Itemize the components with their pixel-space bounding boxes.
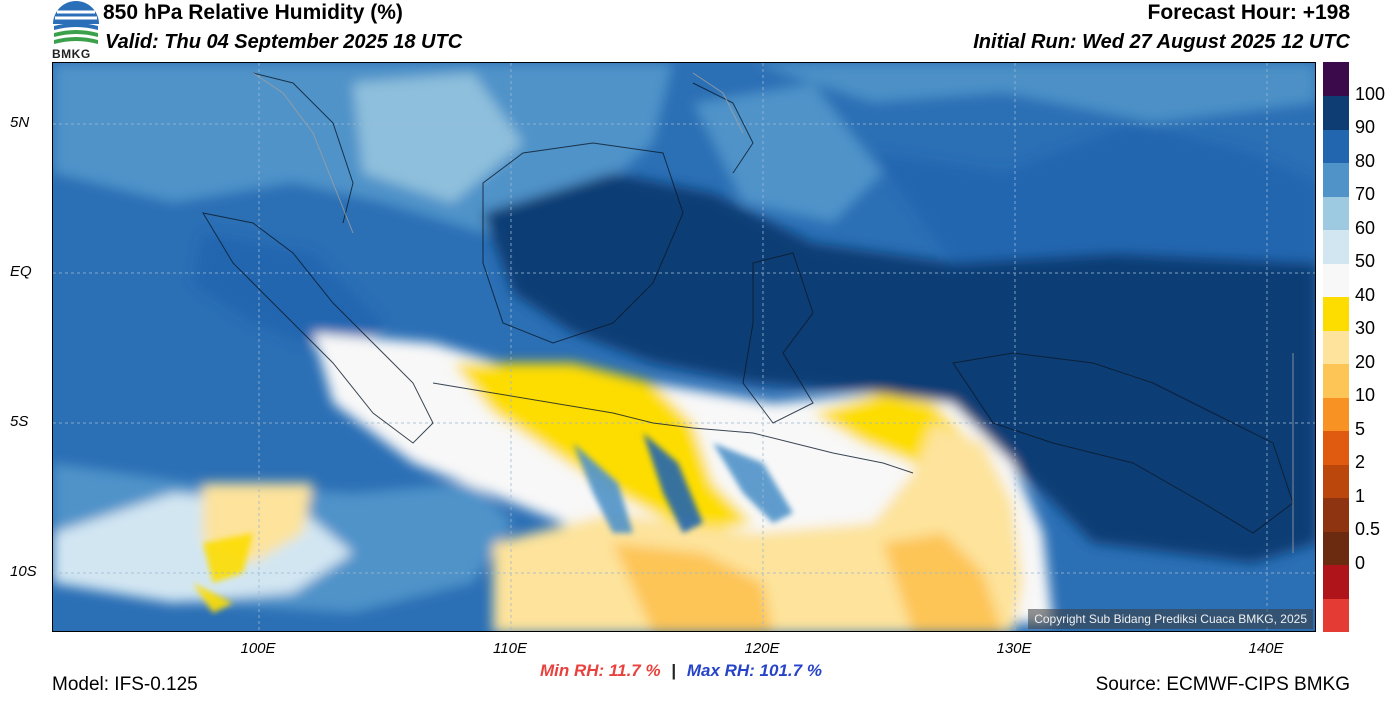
min-rh: Min RH: 11.7 %	[540, 661, 661, 680]
colorbar-segment	[1323, 229, 1349, 264]
lon-label-140e: 140E	[1248, 640, 1284, 657]
colorbar-segment	[1323, 564, 1349, 599]
colorbar-segment	[1323, 363, 1349, 398]
colorbar-label: 80	[1355, 150, 1376, 171]
colorbar-label: 0	[1355, 552, 1366, 573]
lat-label-5s: 5S	[10, 413, 29, 430]
colorbar-label: 60	[1355, 217, 1376, 238]
colorbar-label: 20	[1355, 351, 1376, 372]
colorbar-label: 5	[1355, 418, 1366, 439]
colorbar-label: 30	[1355, 318, 1376, 339]
lon-label-110e: 110E	[493, 640, 527, 657]
colorbar-label: 2	[1355, 452, 1366, 473]
colorbar-segment	[1323, 196, 1349, 231]
colorbar-label: 90	[1355, 117, 1376, 138]
lat-label-10s: 10S	[10, 563, 37, 580]
colorbar-label: 0.5	[1355, 519, 1381, 540]
colorbar-label: 100	[1355, 83, 1386, 104]
colorbar-segment	[1323, 263, 1349, 298]
colorbar-segment	[1323, 430, 1349, 465]
min-max-readout: Min RH: 11.7 % | Max RH: 101.7 %	[540, 661, 822, 681]
model-label: Model: IFS-0.125	[52, 674, 198, 695]
colorbar-segment	[1323, 397, 1349, 432]
colorbar-segment	[1323, 598, 1349, 633]
humidity-map-graphic	[53, 63, 1315, 631]
map-title: 850 hPa Relative Humidity (%)	[103, 1, 403, 24]
colorbar-label: 1	[1355, 485, 1366, 506]
source-label: Source: ECMWF-CIPS BMKG	[1095, 674, 1350, 695]
colorbar-label: 40	[1355, 284, 1376, 305]
colorbar-segment	[1323, 62, 1349, 97]
min-max-separator: |	[671, 661, 677, 680]
colorbar-segment	[1323, 162, 1349, 197]
colorbar-segment	[1323, 464, 1349, 499]
colorbar-label: 10	[1355, 385, 1376, 406]
humidity-map: Copyright Sub Bidang Prediksi Cuaca BMKG…	[52, 62, 1316, 632]
colorbar-segment	[1323, 296, 1349, 331]
colorbar-segment	[1323, 497, 1349, 532]
lon-label-100e: 100E	[240, 640, 276, 657]
colorbar-label: 50	[1355, 251, 1376, 272]
colorbar-segment	[1323, 330, 1349, 365]
logo-text: BMKG	[52, 47, 91, 61]
colorbar-segment	[1323, 95, 1349, 130]
copyright-notice: Copyright Sub Bidang Prediksi Cuaca BMKG…	[1028, 609, 1313, 629]
initial-run: Initial Run: Wed 27 August 2025 12 UTC	[973, 31, 1350, 53]
forecast-hour: Forecast Hour: +198	[1147, 1, 1351, 24]
colorbar	[1323, 62, 1349, 633]
lon-label-120e: 120E	[744, 640, 780, 657]
lat-label-5n: 5N	[10, 114, 30, 131]
valid-time: Valid: Thu 04 September 2025 18 UTC	[105, 31, 463, 53]
colorbar-segment	[1323, 129, 1349, 164]
max-rh: Max RH: 101.7 %	[686, 661, 822, 680]
bmkg-logo	[51, 0, 101, 62]
lat-label-eq: EQ	[10, 263, 32, 280]
colorbar-segment	[1323, 531, 1349, 566]
colorbar-label: 70	[1355, 184, 1376, 205]
lon-label-130e: 130E	[996, 640, 1032, 657]
